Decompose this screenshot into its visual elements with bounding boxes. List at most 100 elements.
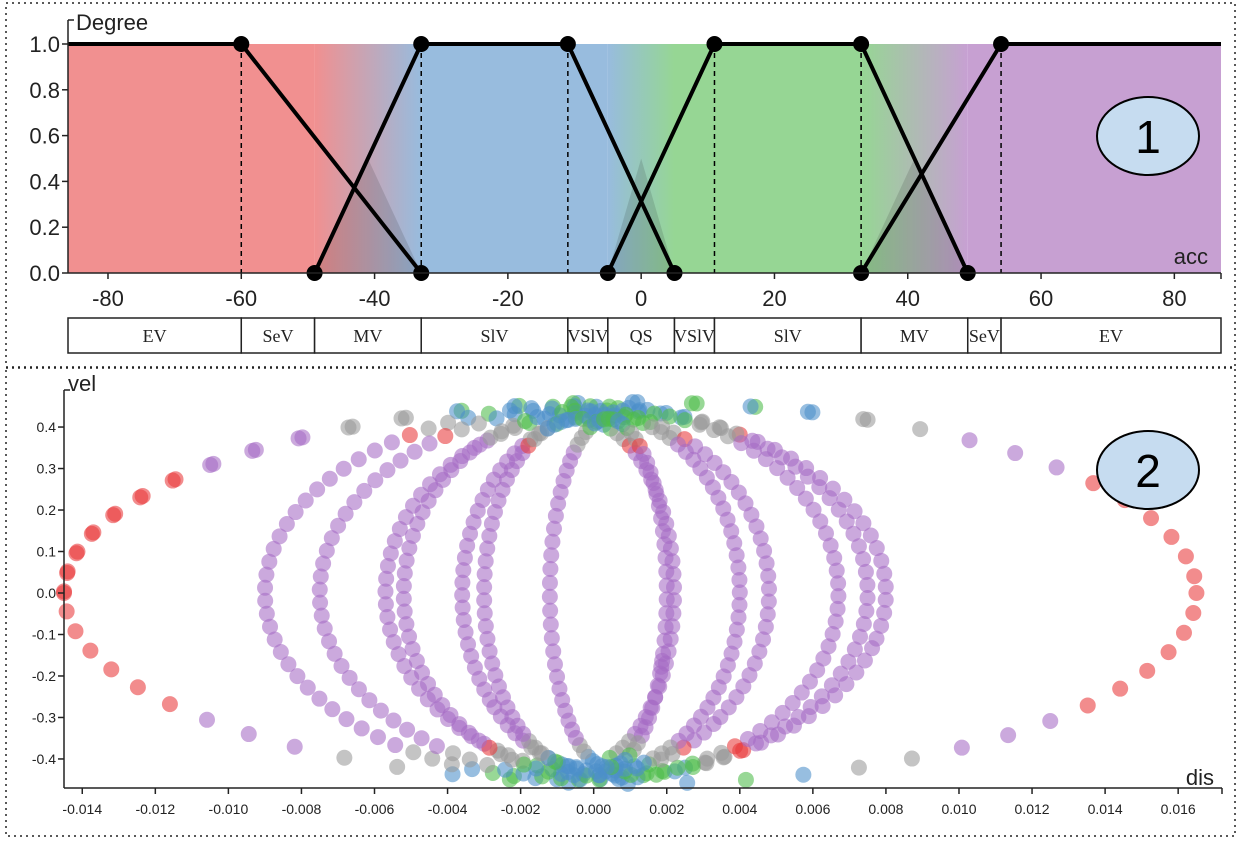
scatter-point [653, 658, 670, 675]
scatter-point [488, 410, 505, 427]
scatter-point [529, 409, 546, 426]
membership-region [68, 44, 242, 273]
membership-fills [68, 44, 1221, 273]
scatter-point [691, 416, 708, 433]
scatter-point [658, 577, 675, 594]
scatter-point [739, 730, 756, 747]
scatter-point [850, 759, 867, 776]
scatter-point [787, 458, 804, 475]
scatter-point [312, 594, 329, 611]
scatter-point [846, 641, 863, 658]
scatter-point [202, 457, 219, 474]
x-tick-label: -0.004 [428, 801, 468, 817]
scatter-point [484, 655, 501, 672]
y-tick-label: 1.0 [29, 32, 60, 57]
scatter-point [852, 628, 869, 645]
scatter-point [132, 489, 149, 506]
scatter-point [699, 750, 716, 767]
scatter-point [820, 638, 837, 655]
y-tick-label: -0.3 [32, 709, 56, 725]
scatter-point [82, 642, 99, 659]
scatter-point [382, 545, 399, 562]
scatter-point [731, 596, 748, 613]
scatter-point [453, 421, 470, 438]
scatter-point [542, 602, 559, 619]
scatter-point [757, 618, 774, 635]
scatter-point [730, 609, 747, 626]
scatter-point [748, 518, 765, 535]
scatter-point [657, 619, 674, 636]
scatter-point [290, 430, 307, 447]
scatter-point [1188, 585, 1205, 601]
scatter-point [324, 701, 341, 718]
scatter-point [1185, 605, 1202, 622]
scatter-point [826, 549, 843, 566]
scatter-point [789, 479, 806, 496]
y-tick-label: 0.8 [29, 78, 60, 103]
scatter-point [856, 652, 873, 669]
scatter-point [669, 759, 686, 776]
y-axis-title: Degree [76, 10, 148, 35]
category-label: VSlV [567, 326, 608, 346]
scatter-point [811, 479, 828, 496]
category-cell [713, 317, 862, 354]
scatter-point [437, 428, 454, 445]
badge-circle [1096, 96, 1200, 176]
scatter-point [544, 533, 561, 550]
scatter-point [802, 698, 819, 715]
y-tick-label: 0.4 [29, 169, 60, 194]
scatter-point [479, 757, 496, 774]
scatter-point [731, 571, 748, 588]
scatter-point [406, 443, 423, 460]
scatter-point [549, 668, 566, 685]
scatter-point [379, 462, 396, 479]
scatter-point [541, 588, 558, 605]
scatter-point [912, 421, 929, 438]
scatter-point [752, 530, 769, 547]
y-tick-label: 0.1 [37, 544, 57, 560]
scatter-point [356, 482, 373, 499]
scatter-point [398, 616, 415, 633]
scatter-point [258, 605, 275, 622]
scatter-point [161, 696, 178, 713]
scatter-point [859, 576, 876, 593]
scatter-point [103, 661, 120, 678]
scatter-point [760, 568, 777, 585]
scatter-point [953, 739, 970, 756]
scatter-point [903, 750, 920, 767]
scatter-point [774, 704, 791, 721]
scatter-point [733, 435, 750, 452]
scatter-point [1186, 568, 1203, 585]
membership-axes: 0.0 0.2 0.4 0.6 0.8 1.0 -80 -60 -40 -20 0 20 40 60 80 [29, 19, 1222, 311]
scatter-point [877, 591, 894, 608]
scatter-point [321, 633, 338, 650]
scatter-point [542, 616, 559, 633]
scatter-point [401, 540, 418, 557]
scatter-point [428, 738, 445, 755]
category-label: SeV [262, 326, 293, 346]
overlap-shade [861, 158, 968, 273]
scatter-point [868, 540, 885, 557]
scatter-point [832, 665, 849, 682]
scatter-point [476, 566, 493, 583]
scatter-point [395, 590, 412, 607]
scatter-point [382, 621, 399, 638]
scatter-point [340, 419, 357, 436]
scatter-point [795, 766, 812, 783]
membership-dashed-lines [240, 44, 1002, 273]
y-tick-label: 0.6 [29, 124, 60, 149]
scatter-point [862, 527, 879, 544]
scatter-point [779, 469, 796, 486]
x-tick-label: 0 [635, 286, 647, 311]
scatter-point [684, 755, 701, 772]
scatter-point [731, 584, 748, 601]
y-tick-label: 0.0 [29, 261, 60, 286]
scatter-point [361, 692, 378, 709]
category-cell [860, 317, 969, 354]
scatter-point [809, 662, 826, 679]
scatter-point [311, 690, 328, 707]
membership-region [674, 44, 715, 273]
category-label: MV [353, 326, 382, 346]
scatter-point [712, 709, 729, 726]
x-tick-label: -40 [359, 286, 391, 311]
